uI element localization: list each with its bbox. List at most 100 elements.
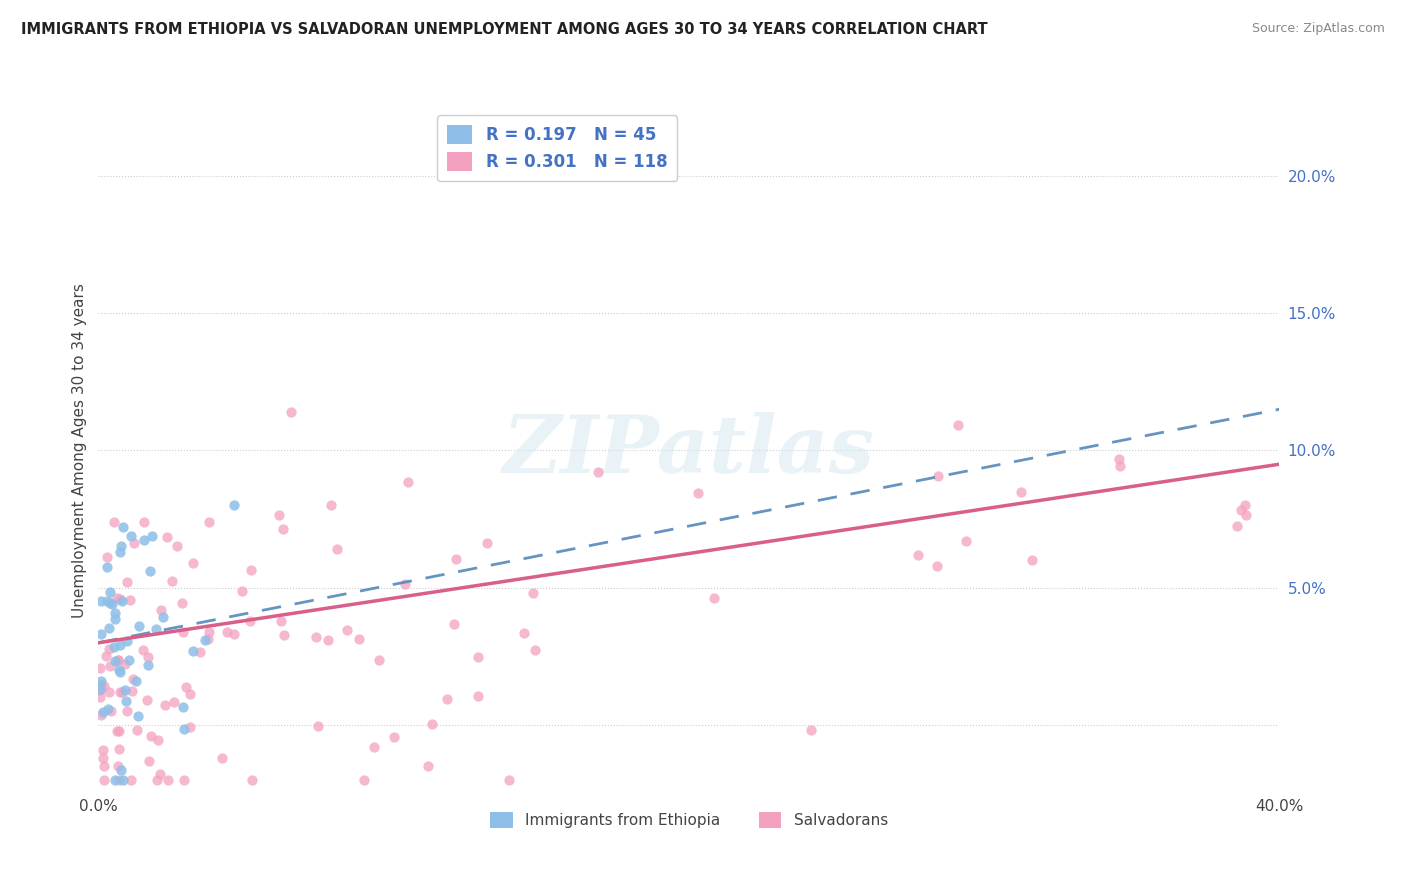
- Point: [522, 585, 544, 599]
- Point: [100, 597, 122, 611]
- Point: [121, 672, 143, 686]
- Point: [108, 663, 131, 677]
- Point: [103, 516, 125, 530]
- Point: [800, 723, 823, 737]
- Point: [108, 638, 131, 652]
- Point: [477, 535, 499, 549]
- Point: [93, 705, 115, 719]
- Point: [108, 741, 131, 756]
- Point: [152, 609, 174, 624]
- Point: [420, 717, 443, 731]
- Point: [149, 603, 172, 617]
- Point: [93, 773, 115, 788]
- Point: [160, 574, 183, 589]
- Point: [139, 564, 162, 578]
- Point: [197, 625, 219, 640]
- Point: [1226, 518, 1249, 533]
- Point: [107, 653, 129, 667]
- Point: [197, 632, 219, 647]
- Point: [179, 687, 201, 701]
- Point: [98, 621, 121, 635]
- Point: [382, 730, 405, 744]
- Point: [105, 591, 128, 605]
- Point: [111, 520, 134, 534]
- Point: [319, 498, 342, 512]
- Point: [703, 591, 725, 605]
- Point: [198, 515, 221, 529]
- Point: [125, 723, 148, 737]
- Point: [363, 740, 385, 755]
- Point: [93, 759, 115, 773]
- Point: [111, 684, 134, 698]
- Point: [139, 729, 162, 743]
- Point: [132, 516, 155, 530]
- Point: [416, 758, 439, 772]
- Point: [100, 585, 122, 599]
- Point: [188, 645, 211, 659]
- Point: [107, 653, 129, 667]
- Point: [194, 633, 217, 648]
- Point: [280, 405, 302, 419]
- Point: [103, 612, 125, 626]
- Point: [110, 592, 132, 607]
- Point: [89, 681, 111, 696]
- Point: [368, 653, 391, 667]
- Point: [394, 576, 416, 591]
- Point: [108, 723, 131, 738]
- Point: [273, 628, 295, 642]
- Point: [96, 550, 118, 565]
- Point: [93, 679, 115, 693]
- Point: [353, 773, 375, 788]
- Point: [114, 694, 136, 708]
- Point: [436, 691, 458, 706]
- Point: [145, 622, 167, 636]
- Point: [108, 665, 131, 680]
- Point: [215, 625, 238, 640]
- Point: [94, 648, 117, 663]
- Point: [267, 508, 290, 522]
- Point: [586, 465, 609, 479]
- Point: [1109, 458, 1132, 473]
- Point: [114, 683, 136, 698]
- Point: [231, 583, 253, 598]
- Point: [1021, 553, 1043, 567]
- Point: [222, 627, 245, 641]
- Point: [446, 552, 468, 566]
- Point: [222, 498, 245, 512]
- Point: [173, 773, 195, 788]
- Point: [96, 593, 118, 607]
- Point: [155, 698, 177, 712]
- Point: [89, 690, 111, 704]
- Point: [107, 759, 129, 773]
- Point: [173, 722, 195, 736]
- Point: [1230, 503, 1253, 517]
- Point: [128, 619, 150, 633]
- Legend: Immigrants from Ethiopia, Salvadorans: Immigrants from Ethiopia, Salvadorans: [484, 806, 894, 834]
- Point: [179, 720, 201, 734]
- Point: [121, 684, 143, 698]
- Point: [174, 680, 197, 694]
- Point: [181, 556, 204, 570]
- Point: [240, 773, 263, 788]
- Point: [172, 597, 194, 611]
- Point: [149, 766, 172, 780]
- Point: [110, 763, 132, 777]
- Point: [146, 773, 169, 788]
- Point: [443, 617, 465, 632]
- Point: [498, 773, 520, 788]
- Point: [907, 548, 929, 562]
- Point: [316, 632, 339, 647]
- Point: [927, 559, 949, 574]
- Point: [118, 593, 141, 607]
- Point: [163, 695, 186, 709]
- Point: [108, 773, 131, 788]
- Point: [90, 708, 112, 723]
- Point: [115, 574, 138, 589]
- Point: [148, 733, 170, 747]
- Point: [305, 630, 328, 644]
- Point: [396, 475, 419, 489]
- Point: [112, 773, 135, 788]
- Point: [270, 614, 292, 628]
- Point: [103, 640, 125, 655]
- Point: [108, 685, 131, 699]
